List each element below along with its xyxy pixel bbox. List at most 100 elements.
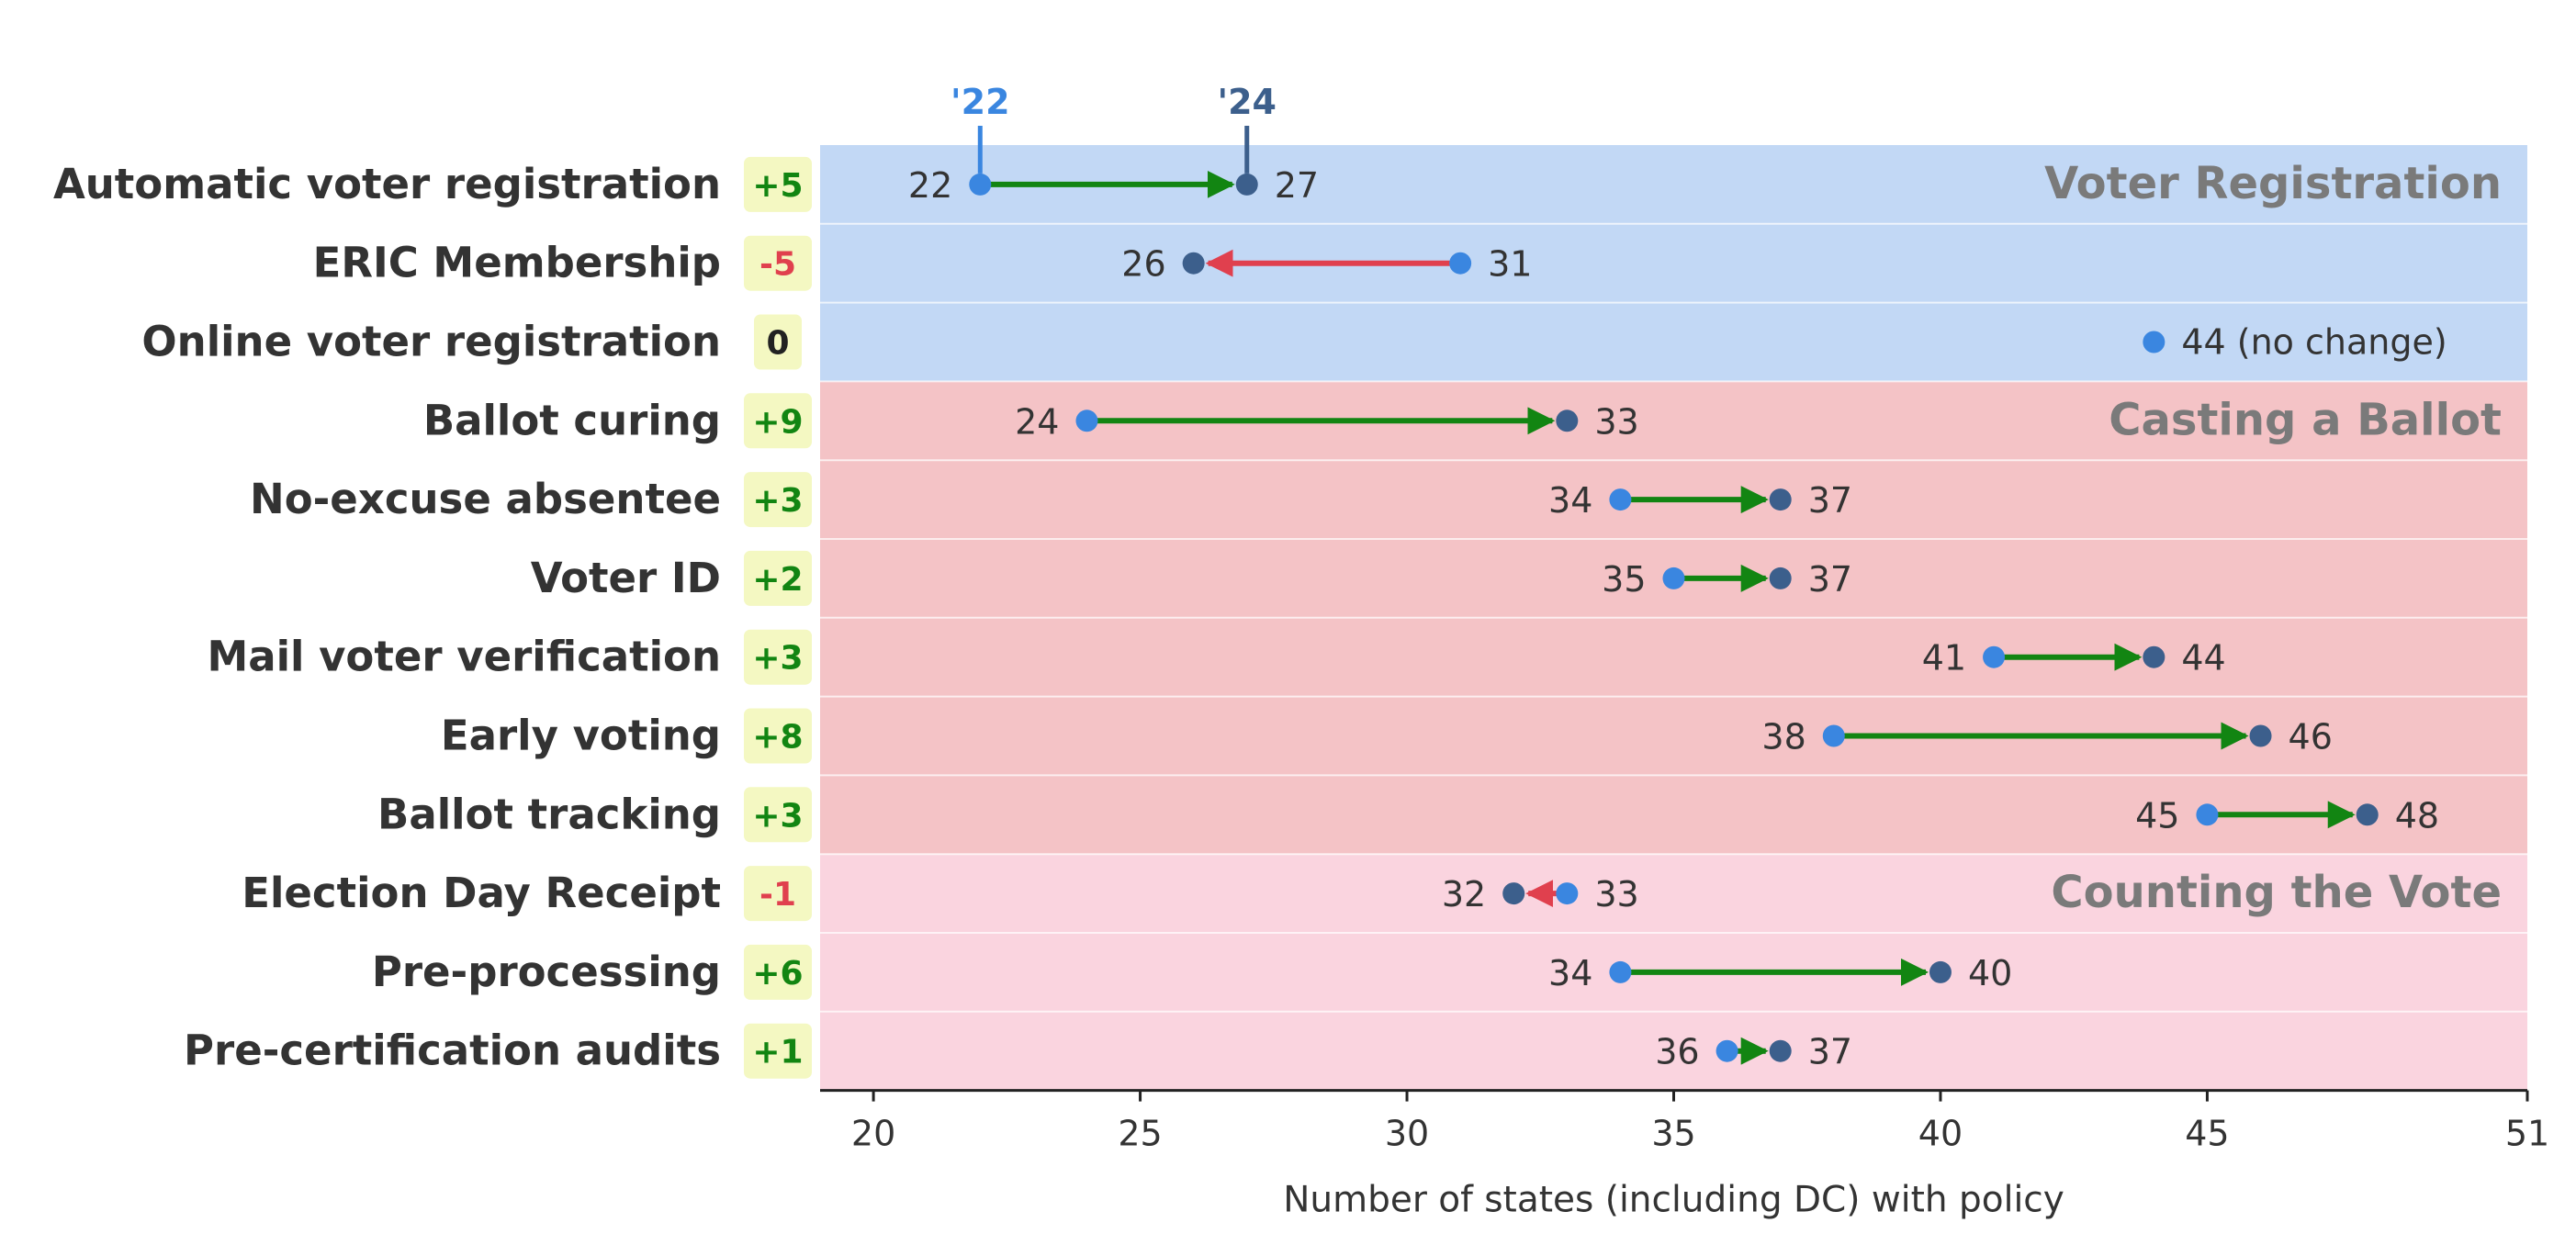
change-badge [744, 944, 812, 1000]
change-value: +3 [752, 797, 803, 835]
row-band [820, 617, 2527, 697]
row-band [820, 302, 2527, 382]
row-pre-certification-audits: Pre-certification audits +1 36 37 [184, 1023, 1852, 1079]
row-voter-id: Voter ID +2 35 37 [531, 550, 1852, 606]
row-label: Online voter registration [141, 318, 721, 366]
change-badge [744, 787, 812, 843]
x-tick-label: 25 [1118, 1114, 1162, 1154]
value-label-low: 24 [1015, 401, 1059, 442]
change-value: +5 [752, 167, 803, 205]
dot-2024 [2249, 724, 2272, 747]
value-label-high: 37 [1808, 1032, 1852, 1072]
value-label-high: 33 [1594, 874, 1638, 914]
section-bands [820, 145, 2527, 1091]
row-label: Voter ID [531, 554, 721, 602]
dot-2022 [1075, 409, 1098, 432]
change-value: +3 [752, 640, 803, 678]
value-label-low: 38 [1761, 717, 1805, 757]
dot-2022 [1715, 1039, 1738, 1062]
x-axis-title: Number of states (including DC) with pol… [1283, 1180, 2064, 1221]
dot-2022 [1609, 960, 1632, 983]
value-label-high: 48 [2395, 795, 2439, 836]
chart-rows: Automatic voter registration +5 22 27 ERIC M… [53, 156, 2447, 1079]
row-label: Ballot tracking [377, 790, 721, 838]
row-band [820, 854, 2527, 933]
row-eric-membership: ERIC Membership -5 26 31 [313, 235, 1532, 291]
change-badge [744, 472, 812, 528]
value-label-low: 35 [1602, 559, 1646, 600]
change-value: +9 [752, 403, 803, 441]
row-pre-processing: Pre-processing +6 34 40 [372, 944, 2012, 1000]
dot-2022 [1449, 252, 1472, 275]
value-label-high: 31 [1488, 244, 1532, 285]
row-label: Ballot curing [423, 396, 721, 444]
dot-2024 [2356, 803, 2379, 826]
row-band [820, 223, 2527, 303]
dot-2022 [1983, 645, 2006, 668]
dot-2022 [1822, 724, 1845, 747]
change-value: +8 [752, 719, 803, 757]
value-label-low: 34 [1548, 480, 1592, 521]
dot-2022 [1556, 882, 1579, 905]
value-label-high: 37 [1808, 480, 1852, 521]
row-mail-voter-verification: Mail voter verification +3 41 44 [207, 629, 2226, 685]
section-label-casting-a-ballot: Casting a Ballot [2109, 394, 2502, 445]
row-band [820, 1011, 2527, 1091]
value-label-low: 32 [1442, 874, 1486, 914]
change-value: +3 [752, 482, 803, 520]
section-label-voter-registration: Voter Registration [2044, 158, 2502, 209]
dot-2024 [1769, 488, 1792, 511]
dot-2022 [1662, 567, 1685, 589]
value-label-high: 33 [1594, 401, 1638, 442]
value-label-high: 40 [1968, 953, 2012, 993]
row-automatic-voter-registration: Automatic voter registration +5 22 27 [53, 156, 1319, 212]
row-label: ERIC Membership [313, 239, 721, 287]
value-label-high: 37 [1808, 559, 1852, 600]
change-value: +2 [752, 561, 803, 599]
change-badge [744, 235, 812, 291]
x-tick-label: 40 [1918, 1114, 1963, 1154]
dot-2022 [1609, 488, 1632, 511]
row-early-voting: Early voting +8 38 46 [441, 708, 2333, 764]
x-axis: 20 25 30 35 40 45 51 Number of states (includi… [820, 1089, 2549, 1221]
change-value: -5 [759, 246, 796, 284]
change-badge [744, 708, 812, 764]
section-label-counting-the-vote: Counting the Vote [2051, 867, 2502, 918]
dot-2024 [1556, 409, 1579, 432]
dot-2022 [2196, 803, 2219, 826]
value-label-high: 46 [2289, 717, 2333, 757]
change-badge [744, 1023, 812, 1079]
dot-2024 [1929, 960, 1952, 983]
value-label-low: 36 [1655, 1032, 1699, 1072]
value-label-low: 22 [908, 165, 952, 206]
change-badge [744, 156, 812, 212]
dot-2024 [1182, 252, 1205, 275]
dot-2024 [1769, 1039, 1792, 1062]
dot-2024 [2143, 645, 2165, 668]
change-value: +1 [752, 1034, 803, 1071]
value-label-high: 27 [1275, 165, 1319, 206]
legend-start-year: '22 [951, 82, 1010, 122]
row-ballot-curing: Ballot curing +9 24 33 [423, 393, 1639, 449]
change-badge [744, 393, 812, 449]
value-label-low: 34 [1548, 953, 1592, 993]
x-tick-label: 20 [851, 1114, 895, 1154]
value-label-low: 45 [2135, 795, 2179, 836]
x-tick-label: 51 [2505, 1114, 2549, 1154]
dot-2022 [2143, 331, 2165, 353]
change-value: -1 [759, 876, 796, 914]
dot-2022 [969, 173, 992, 196]
value-label-low: 41 [1922, 638, 1966, 679]
x-tick-label: 35 [1651, 1114, 1695, 1154]
change-badge [754, 314, 802, 370]
x-axis-ticks: 20 25 30 35 40 45 51 [851, 1090, 2549, 1154]
dot-2024 [1502, 882, 1525, 905]
change-value: 0 [766, 325, 789, 363]
legend-end-year: '24 [1217, 82, 1277, 122]
row-label: No-excuse absentee [250, 475, 721, 523]
row-election-day-receipt: Election Day Receipt -1 32 33 [242, 866, 1639, 922]
change-value: +6 [752, 955, 803, 993]
year-legend: '22 '24 [951, 82, 1277, 174]
value-label: 44 (no change) [2181, 322, 2447, 363]
